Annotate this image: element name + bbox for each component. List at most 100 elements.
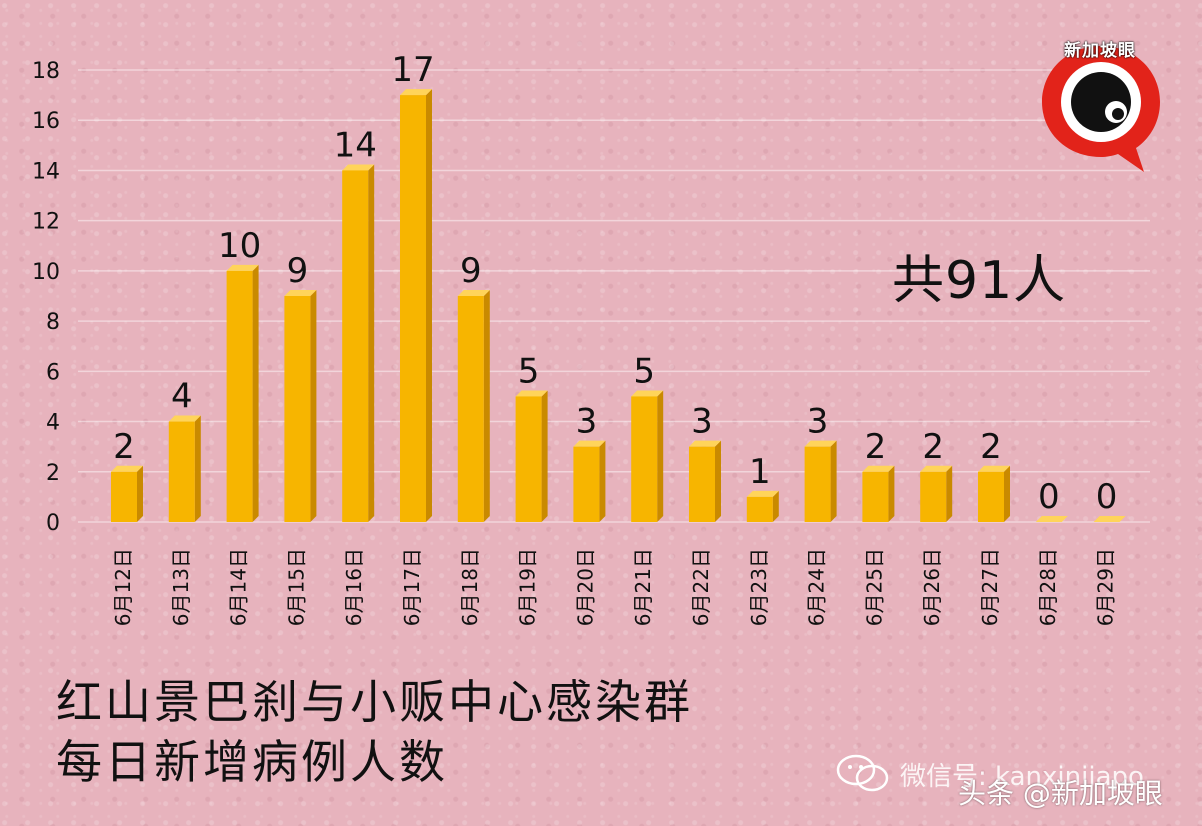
y-tick-label: 0: [46, 511, 60, 536]
bar-side: [194, 415, 201, 522]
data-label: 3: [576, 402, 598, 442]
y-tick-label: 8: [46, 310, 60, 335]
x-tick-label: 6月14日: [227, 548, 251, 626]
bar-side: [946, 465, 953, 522]
bar-side: [426, 89, 432, 522]
bar-top: [631, 390, 664, 397]
data-label: 2: [980, 427, 1002, 467]
data-label: 4: [171, 377, 193, 417]
data-label: 5: [633, 351, 655, 391]
bar: [804, 446, 831, 522]
data-label: 2: [865, 427, 887, 467]
toutiao-watermark: 头条 @新加坡眼: [958, 777, 1163, 810]
bar-top: [400, 89, 432, 96]
chart-title: 红山景巴刹与小贩中心感染群 每日新增病例人数: [56, 672, 693, 792]
bar: [457, 296, 484, 522]
x-tick-label: 6月15日: [284, 548, 308, 626]
data-label: 10: [218, 226, 261, 266]
data-label: 0: [1096, 477, 1118, 517]
data-label: 9: [287, 251, 309, 291]
data-label: 9: [460, 251, 482, 291]
y-tick-label: 6: [46, 360, 60, 385]
bar-side: [483, 290, 490, 522]
data-label: 2: [113, 427, 135, 467]
data-label: 1: [749, 452, 771, 492]
bar: [342, 170, 369, 522]
bar-top: [862, 465, 895, 472]
y-tick-label: 12: [32, 210, 60, 235]
x-tick-label: 6月20日: [573, 548, 597, 626]
x-tick-label: 6月27日: [978, 548, 1002, 626]
bar-side: [252, 264, 259, 522]
data-label: 3: [691, 402, 713, 442]
wechat-icon: [836, 754, 889, 792]
bar-top: [342, 164, 375, 171]
chart-title-line-2: 每日新增病例人数: [56, 735, 448, 789]
x-tick-label: 6月23日: [747, 548, 771, 626]
y-tick-label: 10: [32, 260, 60, 285]
bar-top: [1093, 516, 1126, 522]
data-label: 2: [922, 427, 944, 467]
bar-top: [168, 415, 201, 422]
brand-logo-icon: [1042, 46, 1160, 172]
bar: [168, 421, 195, 522]
bar-side: [888, 465, 895, 522]
bar-side: [1004, 465, 1010, 522]
total-annotation: 共91人: [892, 251, 1067, 311]
bar: [573, 446, 600, 522]
x-tick-label: 6月12日: [111, 548, 135, 626]
bar: [978, 471, 1004, 522]
bar: [226, 270, 253, 522]
bar-top: [978, 465, 1010, 472]
y-tick-label: 16: [32, 109, 60, 134]
bar-top: [111, 465, 143, 472]
bar-top: [746, 490, 779, 497]
bar: [631, 396, 658, 522]
bar-top: [284, 290, 317, 296]
x-tick-label: 6月18日: [458, 548, 482, 626]
bar: [111, 471, 137, 522]
data-label: 5: [518, 351, 540, 391]
bar-side: [541, 390, 548, 522]
bar-top: [689, 440, 721, 447]
x-tick-label: 6月19日: [516, 548, 540, 626]
bar-side: [715, 440, 721, 522]
bar-side: [657, 390, 664, 522]
bar: [284, 296, 311, 522]
bar: [920, 471, 947, 522]
bar-side: [310, 290, 317, 522]
data-label: 0: [1038, 477, 1060, 517]
x-tick-label: 6月21日: [631, 548, 655, 626]
bar: [400, 95, 426, 522]
x-tick-label: 6月13日: [169, 548, 193, 626]
data-label: 17: [391, 50, 434, 90]
x-tick-label: 6月28日: [1036, 548, 1060, 626]
data-label: 14: [334, 125, 377, 165]
wechat-watermark: 微信号: kanxinjiapo: [900, 762, 1144, 792]
data-label: 3: [807, 402, 829, 442]
bar: [746, 496, 773, 522]
bar: [862, 471, 889, 522]
x-tick-label: 6月22日: [689, 548, 713, 626]
bar-top: [457, 290, 490, 296]
x-tick-label: 6月26日: [920, 548, 944, 626]
y-tick-label: 4: [46, 411, 60, 436]
bar-side: [772, 490, 779, 522]
bar-top: [804, 440, 837, 447]
bar: [689, 446, 715, 522]
bar-top: [515, 390, 548, 397]
bar-side: [830, 440, 837, 522]
bar-top: [1035, 516, 1068, 522]
chart-title-line-1: 红山景巴刹与小贩中心感染群: [56, 675, 693, 729]
bar: [515, 396, 542, 522]
logo-text: 新加坡眼: [1064, 41, 1136, 61]
bar-side: [368, 164, 375, 522]
bar-side: [137, 465, 143, 522]
y-tick-label: 14: [32, 159, 60, 184]
bar-side: [599, 440, 606, 522]
x-tick-label: 6月29日: [1094, 548, 1118, 626]
x-tick-label: 6月25日: [862, 548, 886, 626]
y-tick-label: 2: [46, 461, 60, 486]
x-tick-label: 6月17日: [400, 548, 424, 626]
